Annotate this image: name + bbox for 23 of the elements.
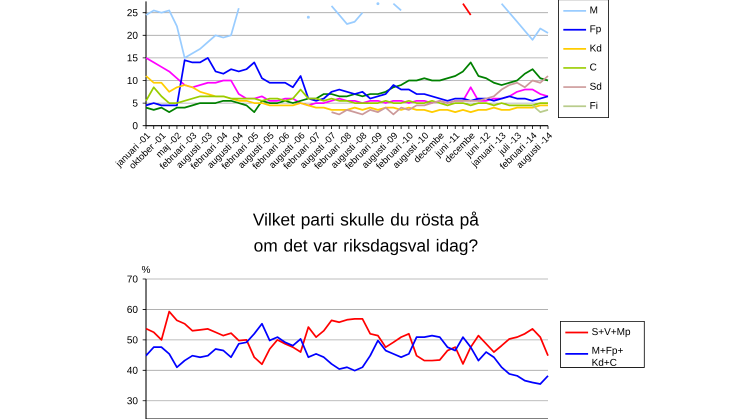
line-series xyxy=(145,310,549,366)
y-tick-label: 25 xyxy=(127,9,138,16)
legend-label: Kd xyxy=(590,44,602,52)
legend-label: M+Fp+ Kd+C xyxy=(592,346,623,366)
y-tick-label: 15 xyxy=(128,54,138,62)
legend-label: Fp xyxy=(590,25,601,34)
y-tick-label: 5 xyxy=(132,100,138,107)
legend-label: Fi xyxy=(590,102,598,109)
line-series xyxy=(145,322,549,385)
chart-title: Vilket parti skulle du rösta på om det var riksdagsval idag? xyxy=(252,212,479,256)
y-tick-label: 10 xyxy=(128,76,138,84)
legend-label: M xyxy=(590,6,598,14)
legend-label: C xyxy=(590,63,596,71)
y-tick-label: 40 xyxy=(127,366,138,374)
y-tick-label: 30 xyxy=(127,397,138,404)
y-axis-title: % xyxy=(142,266,150,273)
y-tick-label: 0 xyxy=(132,122,138,130)
y-tick-label: 60 xyxy=(127,306,138,313)
legend-label: Sd xyxy=(590,82,602,90)
y-tick-label: 20 xyxy=(127,32,138,39)
legend-label: S+V+Mp xyxy=(592,328,630,338)
y-tick-label: 70 xyxy=(127,275,138,283)
y-tick-label: 50 xyxy=(127,336,138,344)
